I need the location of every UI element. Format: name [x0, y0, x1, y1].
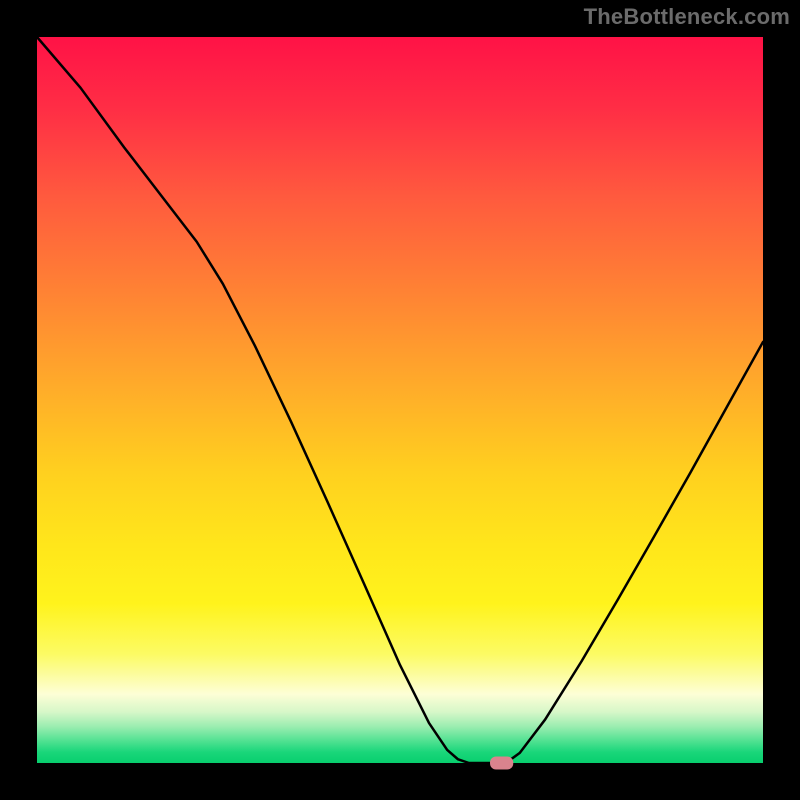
chart-plot-area: [37, 37, 763, 763]
chart-container: TheBottleneck.com: [0, 0, 800, 800]
watermark-text: TheBottleneck.com: [584, 4, 790, 30]
optimal-marker: [490, 756, 513, 769]
bottleneck-chart: [0, 0, 800, 800]
